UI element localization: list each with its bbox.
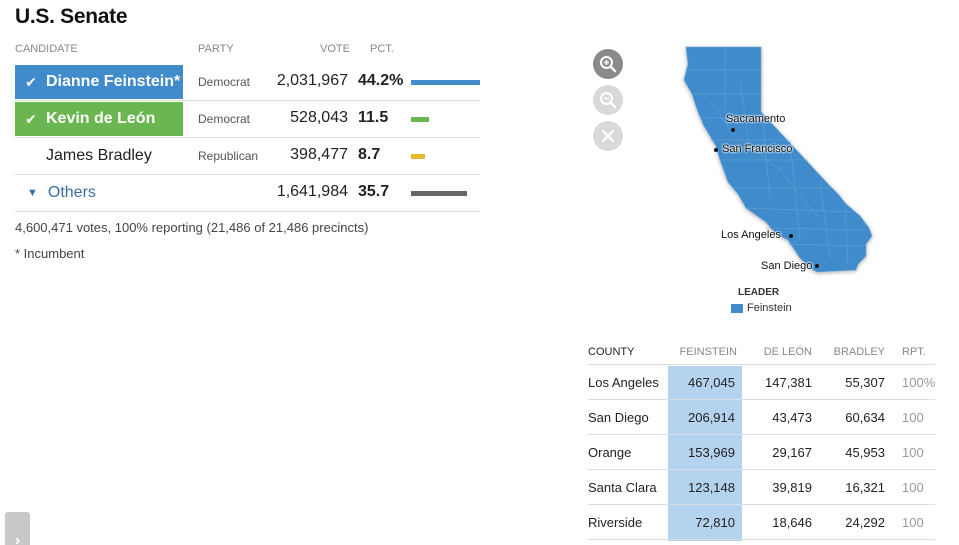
feinstein-column-highlight bbox=[668, 366, 742, 541]
others-row[interactable]: ▼ Others 1,641,984 35.7 bbox=[15, 175, 480, 212]
zoom-in-icon bbox=[600, 56, 617, 73]
candidate-pct: 44.2% bbox=[358, 72, 404, 89]
table-row: Riverside 72,810 18,646 24,292 100 bbox=[588, 505, 935, 540]
county-name: Riverside bbox=[588, 515, 643, 530]
city-label-san-diego: San Diego bbox=[761, 260, 813, 272]
reporting-summary: 4,600,471 votes, 100% reporting (21,486 … bbox=[15, 220, 369, 235]
city-label-san-francisco: San Francisco bbox=[722, 143, 793, 155]
close-icon bbox=[601, 129, 615, 143]
bradley-votes: 16,321 bbox=[845, 480, 885, 495]
county-name: San Diego bbox=[588, 410, 649, 425]
reset-map-button[interactable] bbox=[593, 121, 623, 151]
deleon-votes: 147,381 bbox=[765, 375, 812, 390]
candidate-row-feinstein: ✔ Dianne Feinstein* Democrat 2,031,967 4… bbox=[15, 64, 480, 101]
los-angeles-dot bbox=[789, 234, 793, 238]
candidate-name: Dianne Feinstein* bbox=[46, 73, 181, 90]
expand-panel-button[interactable]: › bbox=[5, 512, 30, 545]
header-candidate: Candidate bbox=[15, 43, 78, 55]
others-pct: 35.7 bbox=[358, 183, 390, 200]
reporting-pct: 100 bbox=[902, 410, 924, 425]
candidate-pct: 8.7 bbox=[358, 146, 381, 163]
header-deleon: De León bbox=[763, 346, 812, 358]
legend-swatch bbox=[731, 303, 743, 313]
candidate-votes: 528,043 bbox=[290, 109, 348, 126]
feinstein-votes: 72,810 bbox=[695, 515, 735, 530]
reporting-pct: 100% bbox=[902, 375, 936, 390]
county-name: Santa Clara bbox=[588, 480, 657, 495]
feinstein-votes: 467,045 bbox=[688, 375, 735, 390]
candidate-pct: 11.5 bbox=[358, 109, 389, 126]
county-name: Orange bbox=[588, 445, 632, 460]
deleon-votes: 29,167 bbox=[772, 445, 812, 460]
county-table-header: County Feinstein De León Bradley Rpt. bbox=[588, 340, 935, 365]
candidate-row-bradley: James Bradley Republican 398,477 8.7 bbox=[15, 138, 480, 175]
table-row: San Diego 206,914 43,473 60,634 100 bbox=[588, 400, 935, 435]
deleon-votes: 39,819 bbox=[772, 480, 812, 495]
checkmark-icon: ✔ bbox=[25, 73, 37, 90]
reporting-pct: 100 bbox=[902, 515, 924, 530]
candidate-votes: 2,031,967 bbox=[276, 72, 348, 89]
header-pct: Pct. bbox=[370, 43, 394, 55]
others-votes: 1,641,984 bbox=[276, 183, 348, 200]
candidate-party: Democrat bbox=[198, 112, 251, 126]
zoom-in-button[interactable] bbox=[593, 49, 623, 79]
reporting-pct: 100 bbox=[902, 445, 924, 460]
feinstein-votes: 123,148 bbox=[688, 480, 735, 495]
candidate-bar bbox=[411, 80, 480, 85]
candidate-name: Kevin de León bbox=[46, 110, 156, 127]
zoom-out-icon bbox=[600, 92, 617, 109]
candidate-party: Democrat bbox=[198, 75, 251, 89]
header-feinstein: Feinstein bbox=[679, 346, 737, 358]
candidate-party: Republican bbox=[198, 149, 259, 163]
header-party: Party bbox=[198, 43, 234, 55]
candidate-row-deleon: ✔ Kevin de León Democrat 528,043 11.5 bbox=[15, 101, 480, 138]
san-diego-dot bbox=[815, 264, 819, 268]
candidate-bar bbox=[411, 117, 429, 122]
results-table: Candidate Party Vote Pct. ✔ Dianne Feins… bbox=[15, 40, 480, 212]
candidate-bar bbox=[411, 154, 425, 159]
candidate-votes: 398,477 bbox=[290, 146, 348, 163]
feinstein-votes: 206,914 bbox=[688, 410, 735, 425]
others-label: Others bbox=[47, 184, 96, 201]
table-row: Los Angeles 467,045 147,381 55,307 100% bbox=[588, 365, 935, 400]
candidate-name-cell: James Bradley bbox=[15, 139, 183, 173]
page-title: U.S. Senate bbox=[15, 5, 128, 28]
deleon-votes: 18,646 bbox=[772, 515, 812, 530]
sacramento-dot bbox=[731, 128, 735, 132]
header-rpt: Rpt. bbox=[902, 346, 926, 358]
candidate-name: James Bradley bbox=[46, 147, 152, 164]
feinstein-votes: 153,969 bbox=[688, 445, 735, 460]
deleon-votes: 43,473 bbox=[772, 410, 812, 425]
city-label-sacramento: Sacramento bbox=[726, 113, 786, 125]
bradley-votes: 45,953 bbox=[845, 445, 885, 460]
bradley-votes: 24,292 bbox=[845, 515, 885, 530]
chevron-right-icon: › bbox=[14, 532, 21, 545]
header-county: County bbox=[588, 346, 635, 358]
results-header: Candidate Party Vote Pct. bbox=[15, 40, 480, 64]
california-map[interactable]: Sacramento San Francisco Los Angeles San… bbox=[670, 40, 890, 280]
legend-label: Feinstein bbox=[747, 302, 792, 314]
county-name: Los Angeles bbox=[588, 375, 659, 390]
others-bar bbox=[411, 191, 467, 196]
header-vote: Vote bbox=[320, 43, 350, 55]
incumbent-note: * Incumbent bbox=[15, 246, 85, 261]
table-row: Orange 153,969 29,167 45,953 100 bbox=[588, 435, 935, 470]
others-toggle[interactable]: ▼ Others bbox=[15, 176, 183, 210]
candidate-name-cell: ✔ Kevin de León bbox=[15, 102, 183, 136]
triangle-down-icon: ▼ bbox=[27, 187, 38, 199]
city-label-los-angeles: Los Angeles bbox=[721, 229, 781, 241]
zoom-out-button[interactable] bbox=[593, 85, 623, 115]
bradley-votes: 55,307 bbox=[845, 375, 885, 390]
bradley-votes: 60,634 bbox=[845, 410, 885, 425]
checkmark-icon: ✔ bbox=[25, 110, 37, 127]
san-francisco-dot bbox=[714, 148, 718, 152]
county-results-table: County Feinstein De León Bradley Rpt. Lo… bbox=[588, 340, 935, 541]
candidate-name-cell: ✔ Dianne Feinstein* bbox=[15, 65, 183, 99]
california-shape bbox=[683, 46, 873, 273]
reporting-pct: 100 bbox=[902, 480, 924, 495]
table-row: Santa Clara 123,148 39,819 16,321 100 bbox=[588, 470, 935, 505]
legend-item: Feinstein bbox=[731, 302, 792, 314]
header-bradley: Bradley bbox=[833, 346, 885, 358]
legend-title: LEADER bbox=[738, 287, 780, 298]
